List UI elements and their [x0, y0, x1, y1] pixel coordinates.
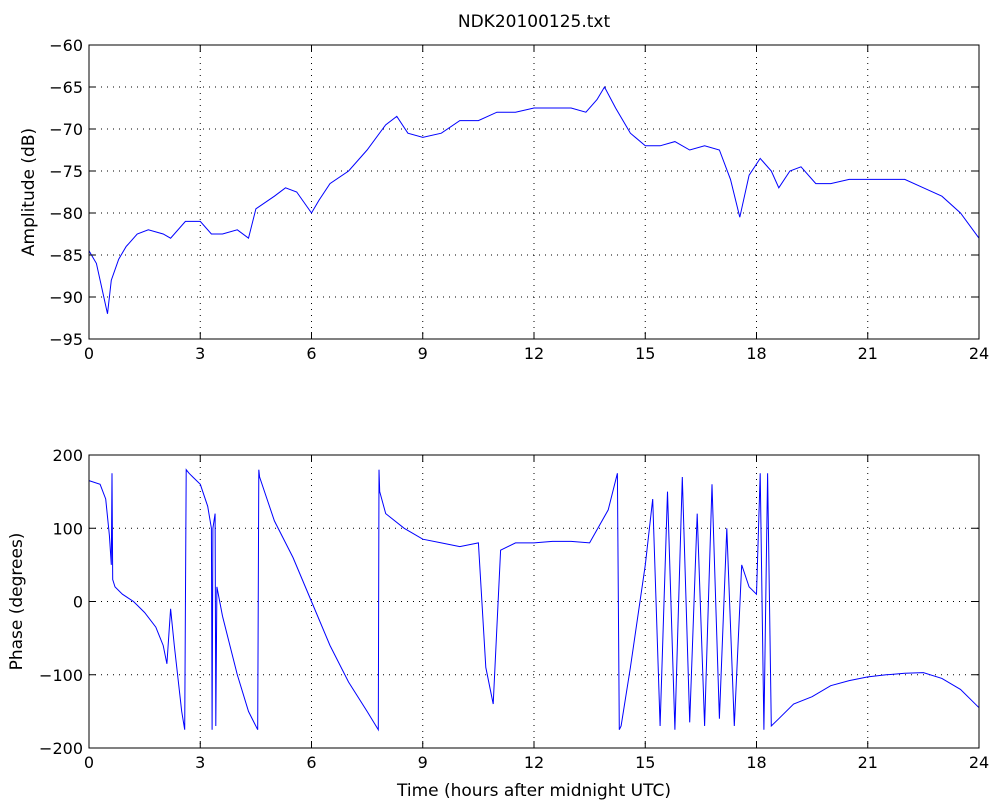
amplitude-ticks [88, 44, 980, 340]
phase-y-tick-labels: 200 100 0 −100 −200 [39, 446, 83, 758]
x-tick-label: 24 [969, 344, 989, 363]
phase-plot: 0 3 6 9 12 15 18 21 24 200 100 0 −100 −200 Phase (de… [7, 446, 989, 801]
amplitude-x-tick-labels: 0 3 6 9 12 15 18 21 24 [84, 344, 989, 363]
x-tick-label: 6 [306, 753, 316, 772]
x-tick-label: 12 [524, 344, 544, 363]
x-tick-label: 21 [858, 753, 878, 772]
y-tick-label: 200 [52, 446, 83, 465]
x-tick-label: 15 [635, 753, 655, 772]
amplitude-plot: 0 3 6 9 12 15 18 21 24 −60−65−70−75−80−85−90−95 … [19, 36, 989, 363]
x-tick-label: 6 [306, 344, 316, 363]
x-tick-label: 18 [746, 344, 766, 363]
y-tick-label: −75 [49, 162, 83, 181]
x-tick-label: 21 [858, 344, 878, 363]
x-tick-label: 15 [635, 344, 655, 363]
y-tick-label: −60 [49, 36, 83, 55]
y-tick-label: 0 [73, 593, 83, 612]
phase-ticks [88, 454, 980, 749]
y-tick-label: −95 [49, 330, 83, 349]
y-tick-label: −65 [49, 78, 83, 97]
amplitude-y-tick-labels: −60 −65 −70 −75 −80 −85 −90 −95 [49, 36, 83, 349]
x-tick-label: 3 [195, 344, 205, 363]
phase-y-axis-label: Phase (degrees) [7, 533, 27, 671]
phase-gridlines [89, 455, 979, 748]
chart-title: NDK20100125.txt [458, 12, 611, 32]
x-tick-label: 9 [418, 753, 428, 772]
y-tick-label: −90 [49, 288, 83, 307]
x-tick-label: 9 [418, 344, 428, 363]
phase-x-tick-labels: 0 3 6 9 12 15 18 21 24 [84, 753, 989, 772]
x-tick-label: 3 [195, 753, 205, 772]
amplitude-series-line [88, 85, 980, 314]
y-tick-label: −200 [39, 739, 83, 758]
y-tick-label: −85 [49, 246, 83, 265]
x-tick-label: 12 [524, 753, 544, 772]
amplitude-gridlines [89, 45, 979, 339]
amplitude-y-axis-label: Amplitude (dB) [19, 128, 39, 256]
phase-series-line [88, 468, 980, 732]
x-tick-label: 24 [969, 753, 989, 772]
y-tick-label: −80 [49, 204, 83, 223]
phase-x-axis-label: Time (hours after midnight UTC) [396, 781, 671, 801]
y-tick-label: −70 [49, 120, 83, 139]
x-tick-label: 0 [84, 344, 94, 363]
x-tick-label: 18 [746, 753, 766, 772]
y-tick-label: −100 [39, 666, 83, 685]
x-tick-label: 0 [84, 753, 94, 772]
y-tick-label: 100 [52, 519, 83, 538]
